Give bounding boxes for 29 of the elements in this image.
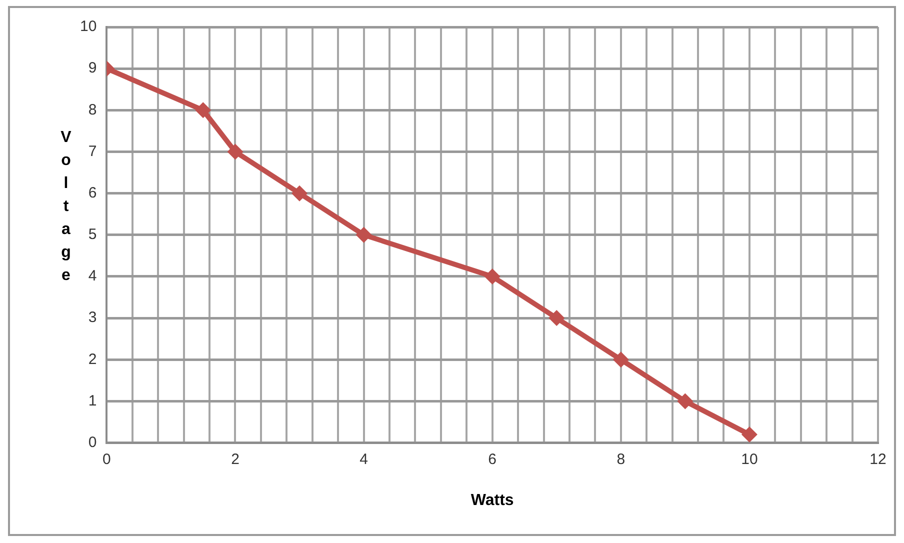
y-axis-title: Voltage (60, 128, 72, 286)
y-tick-label: 6 (88, 184, 97, 202)
point (195, 102, 212, 118)
point (292, 185, 308, 202)
y-tick-label: 1 (88, 392, 97, 410)
y-tick-label: 3 (88, 309, 97, 326)
y-tick-label: 2 (88, 350, 97, 368)
y-tick-label: 5 (88, 226, 97, 244)
x-axis-title: Watts (470, 492, 514, 509)
x-tick-label: 6 (488, 450, 497, 468)
x-tick-label: 2 (231, 450, 240, 468)
point (548, 310, 565, 326)
x-tick-label: 0 (102, 450, 111, 468)
y-tick-label: 10 (80, 18, 97, 36)
y-tick-label: 8 (88, 101, 97, 118)
x-tick-label: 8 (616, 450, 626, 468)
point (677, 393, 694, 410)
y-tick-label: 9 (88, 60, 97, 77)
point (484, 268, 500, 284)
x-tick-label: 4 (360, 450, 368, 468)
x-tick-label: 10 (741, 450, 758, 468)
y-tick-label: 7 (88, 142, 97, 160)
y-tick-label: 4 (88, 268, 97, 285)
point (612, 352, 629, 368)
point (741, 426, 758, 442)
point (227, 144, 244, 160)
x-tick-label: 12 (870, 450, 886, 468)
point (356, 226, 372, 243)
y-tick-label: 0 (88, 434, 97, 451)
